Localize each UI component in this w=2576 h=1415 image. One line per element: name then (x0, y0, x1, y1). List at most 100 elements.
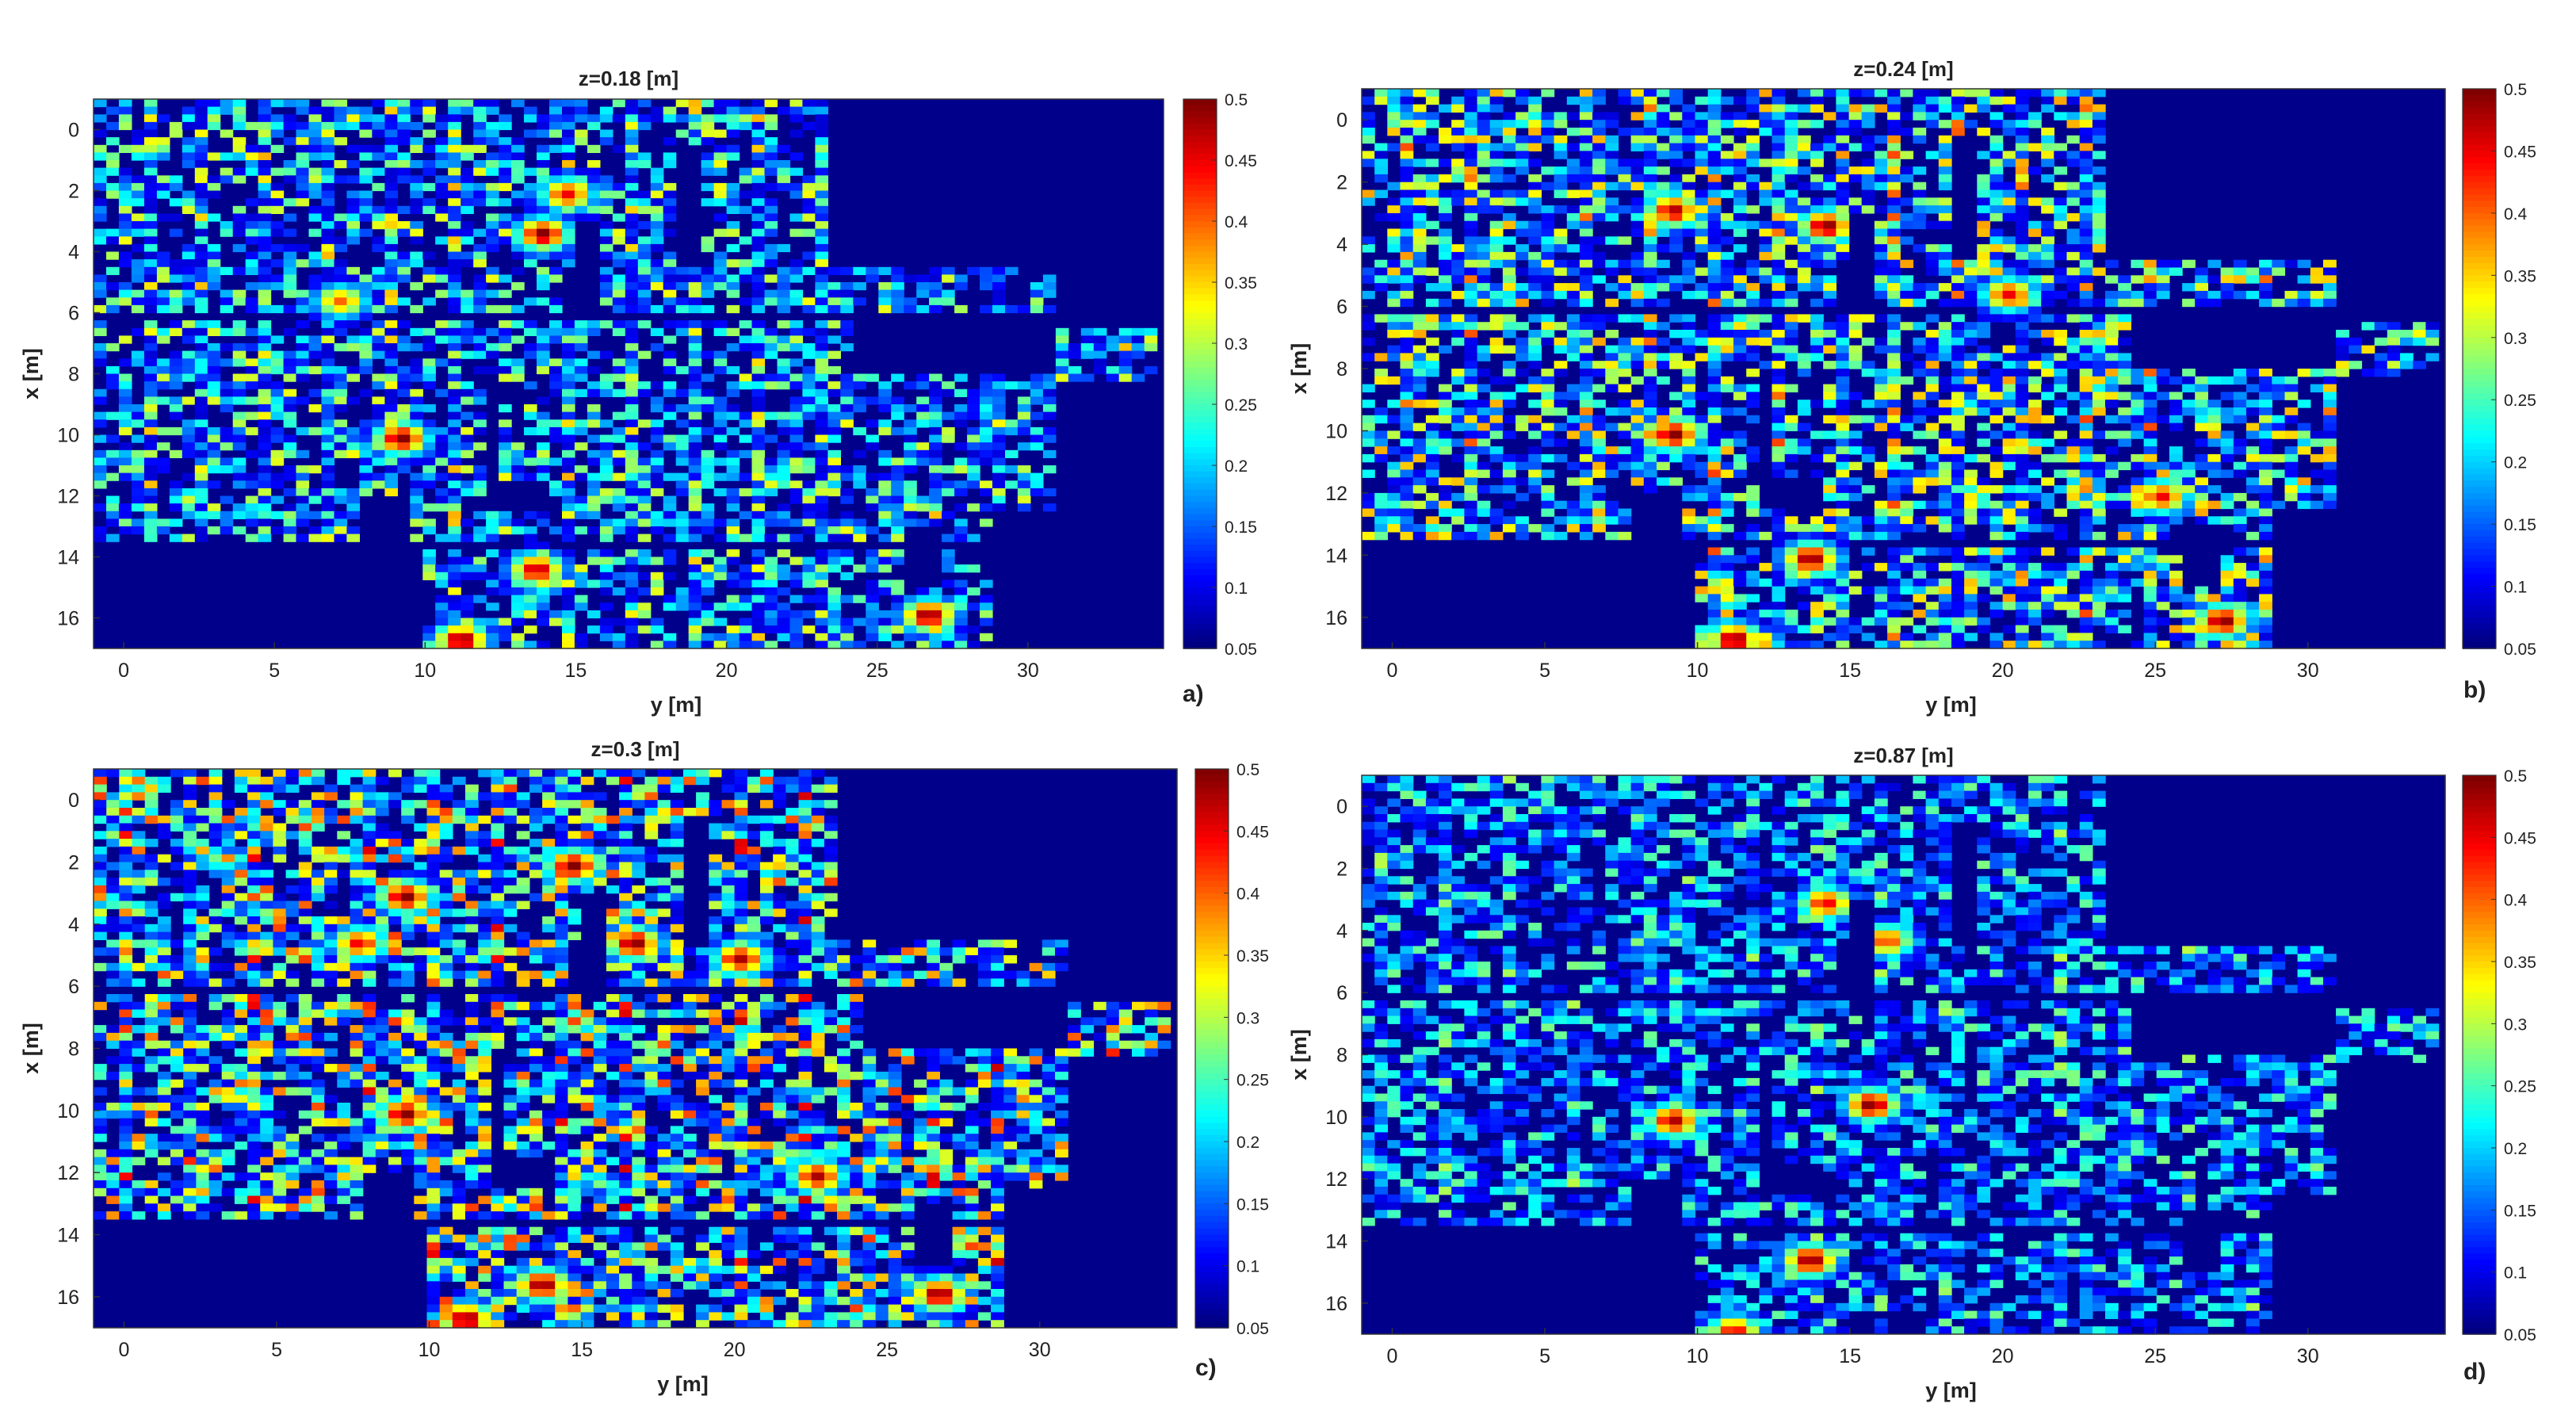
colorbar-tick-label: 0.35 (2504, 954, 2536, 972)
colorbar-tick-label: 0.35 (1225, 274, 1257, 293)
y-tick-label: 4 (68, 914, 79, 936)
y-tick-label: 14 (1325, 1231, 1347, 1253)
y-tick-label: 0 (68, 790, 79, 812)
colorbar-tick-label: 0.25 (2504, 1078, 2536, 1096)
x-tick-label: 15 (571, 1339, 593, 1361)
x-tick-label: 15 (1839, 660, 1861, 682)
colorbar-tick-label: 0.4 (1225, 213, 1248, 231)
colorbar-tick-label: 0.15 (1225, 518, 1257, 537)
panel-c: z=0.3 [m] 0 5 10 15 20 25 30 0 2 4 6 8 10 12 14 16 y [m] x… (19, 737, 1269, 1396)
y-axis-label: x [m] (19, 348, 43, 400)
colorbar: 0.5 0.45 0.4 0.35 0.3 0.25 0.2 0.15 0.1 0.05 (1194, 761, 1269, 1338)
x-tick-label: 5 (1539, 660, 1550, 682)
y-tick-label: 8 (68, 1038, 79, 1061)
y-tick-label: 14 (1325, 545, 1347, 567)
colorbar-tick-label: 0.4 (2504, 892, 2528, 910)
colorbar-tick-label: 0.2 (1236, 1134, 1259, 1152)
y-tick-label: 0 (1336, 109, 1347, 132)
x-axis-label: y [m] (651, 693, 702, 717)
y-tick-label: 0 (68, 120, 79, 142)
x-tick-label: 10 (1687, 660, 1709, 682)
y-tick-label: 2 (1336, 859, 1347, 881)
x-axis-label: y [m] (1925, 693, 1977, 717)
colorbar-tick-label: 0.4 (2504, 205, 2528, 224)
colorbar-tick-label: 0.25 (1236, 1072, 1269, 1090)
x-tick-label: 20 (716, 660, 738, 682)
colorbar-tick-label: 0.15 (1236, 1195, 1269, 1214)
heatmap-cells (1362, 775, 2440, 1335)
y-axis-label: x [m] (19, 1023, 43, 1074)
y-tick-label: 14 (57, 1225, 79, 1247)
x-tick-label: 5 (269, 660, 280, 682)
colorbar-tick-label: 0.45 (1236, 823, 1269, 841)
x-tick-label: 0 (1387, 660, 1398, 682)
colorbar-tick-label: 0.45 (2504, 143, 2536, 161)
colorbar: 0.5 0.45 0.4 0.35 0.3 0.25 0.2 0.15 0.1 0.05 (2462, 767, 2536, 1344)
colorbar-tick-label: 0.35 (2504, 267, 2536, 285)
y-tick-label: 12 (57, 1162, 79, 1184)
colorbar-frame (1194, 768, 1229, 1329)
colorbar-tick-label: 0.5 (2504, 767, 2527, 786)
y-tick-label: 12 (1325, 483, 1347, 505)
x-tick-label: 10 (419, 1339, 441, 1361)
colorbar-tick-label: 0.3 (2504, 1015, 2527, 1034)
x-tick-label: 20 (724, 1339, 746, 1361)
colorbar-tick-label: 0.45 (2504, 829, 2536, 847)
y-tick-label: 6 (1336, 982, 1347, 1004)
y-tick-label: 8 (1336, 1045, 1347, 1067)
x-tick-label: 25 (876, 1339, 898, 1361)
heatmap-cells (94, 99, 1158, 649)
colorbar-tick-label: 0.05 (2504, 641, 2536, 659)
x-tick-label: 0 (119, 1339, 130, 1361)
y-tick-label: 8 (68, 364, 79, 386)
x-tick-label: 30 (2297, 660, 2319, 682)
colorbar-tick-label: 0.3 (1225, 335, 1248, 354)
heatmap-cells (94, 769, 1171, 1329)
x-tick-label: 15 (1839, 1345, 1861, 1367)
colorbar-tick-label: 0.15 (2504, 516, 2536, 534)
x-axis-label: y [m] (657, 1372, 709, 1396)
x-tick-label: 30 (1029, 1339, 1051, 1361)
panel-title: z=0.3 [m] (591, 737, 680, 761)
y-tick-label: 2 (68, 852, 79, 874)
colorbar-tick-label: 0.2 (2504, 454, 2527, 472)
panel-b: z=0.24 [m] 0 5 10 15 20 25 30 0 2 4 6 8 10 12 14 16 y [m]… (1287, 57, 2536, 717)
x-tick-label: 25 (866, 660, 889, 682)
y-tick-label: 16 (1325, 607, 1347, 629)
panel-label: c) (1195, 1355, 1217, 1381)
y-tick-label: 16 (57, 1287, 79, 1309)
x-tick-label: 5 (271, 1339, 282, 1361)
colorbar-tick-label: 0.1 (2504, 579, 2527, 597)
y-tick-label: 4 (1336, 920, 1347, 943)
panel-label: d) (2463, 1359, 2486, 1385)
colorbar-frame (2462, 88, 2497, 649)
colorbar-tick-label: 0.5 (1225, 91, 1248, 109)
y-tick-label: 10 (1325, 1107, 1347, 1129)
colorbar-tick-label: 0.2 (2504, 1140, 2527, 1158)
x-tick-label: 15 (565, 660, 587, 682)
x-tick-label: 25 (2144, 1345, 2166, 1367)
x-tick-label: 0 (1387, 1345, 1398, 1367)
x-tick-label: 20 (1992, 660, 2014, 682)
y-axis-label: x [m] (1287, 1029, 1311, 1080)
y-tick-label: 12 (1325, 1168, 1347, 1191)
panel-title: z=0.87 [m] (1853, 744, 1953, 767)
colorbar-tick-label: 0.1 (1236, 1258, 1259, 1276)
colorbar-tick-label: 0.05 (1225, 641, 1257, 659)
colorbar-tick-label: 0.4 (1236, 885, 1260, 904)
y-tick-label: 2 (1336, 172, 1347, 194)
colorbar-tick-label: 0.3 (1236, 1009, 1259, 1027)
y-tick-label: 2 (68, 181, 79, 203)
colorbar-tick-label: 0.25 (2504, 392, 2536, 410)
y-tick-label: 10 (1325, 420, 1347, 442)
colorbar-tick-label: 0.45 (1225, 152, 1257, 170)
colorbar-tick-label: 0.15 (2504, 1202, 2536, 1220)
y-tick-label: 6 (1336, 296, 1347, 319)
colorbar-tick-label: 0.2 (1225, 457, 1248, 476)
colorbar: 0.5 0.45 0.4 0.35 0.3 0.25 0.2 0.15 0.1 0.05 (2462, 81, 2536, 659)
y-tick-label: 10 (57, 1100, 79, 1122)
x-tick-label: 0 (118, 660, 129, 682)
colorbar-tick-label: 0.3 (2504, 330, 2527, 348)
x-tick-label: 30 (1017, 660, 1039, 682)
colorbar-tick-label: 0.05 (1236, 1320, 1269, 1338)
